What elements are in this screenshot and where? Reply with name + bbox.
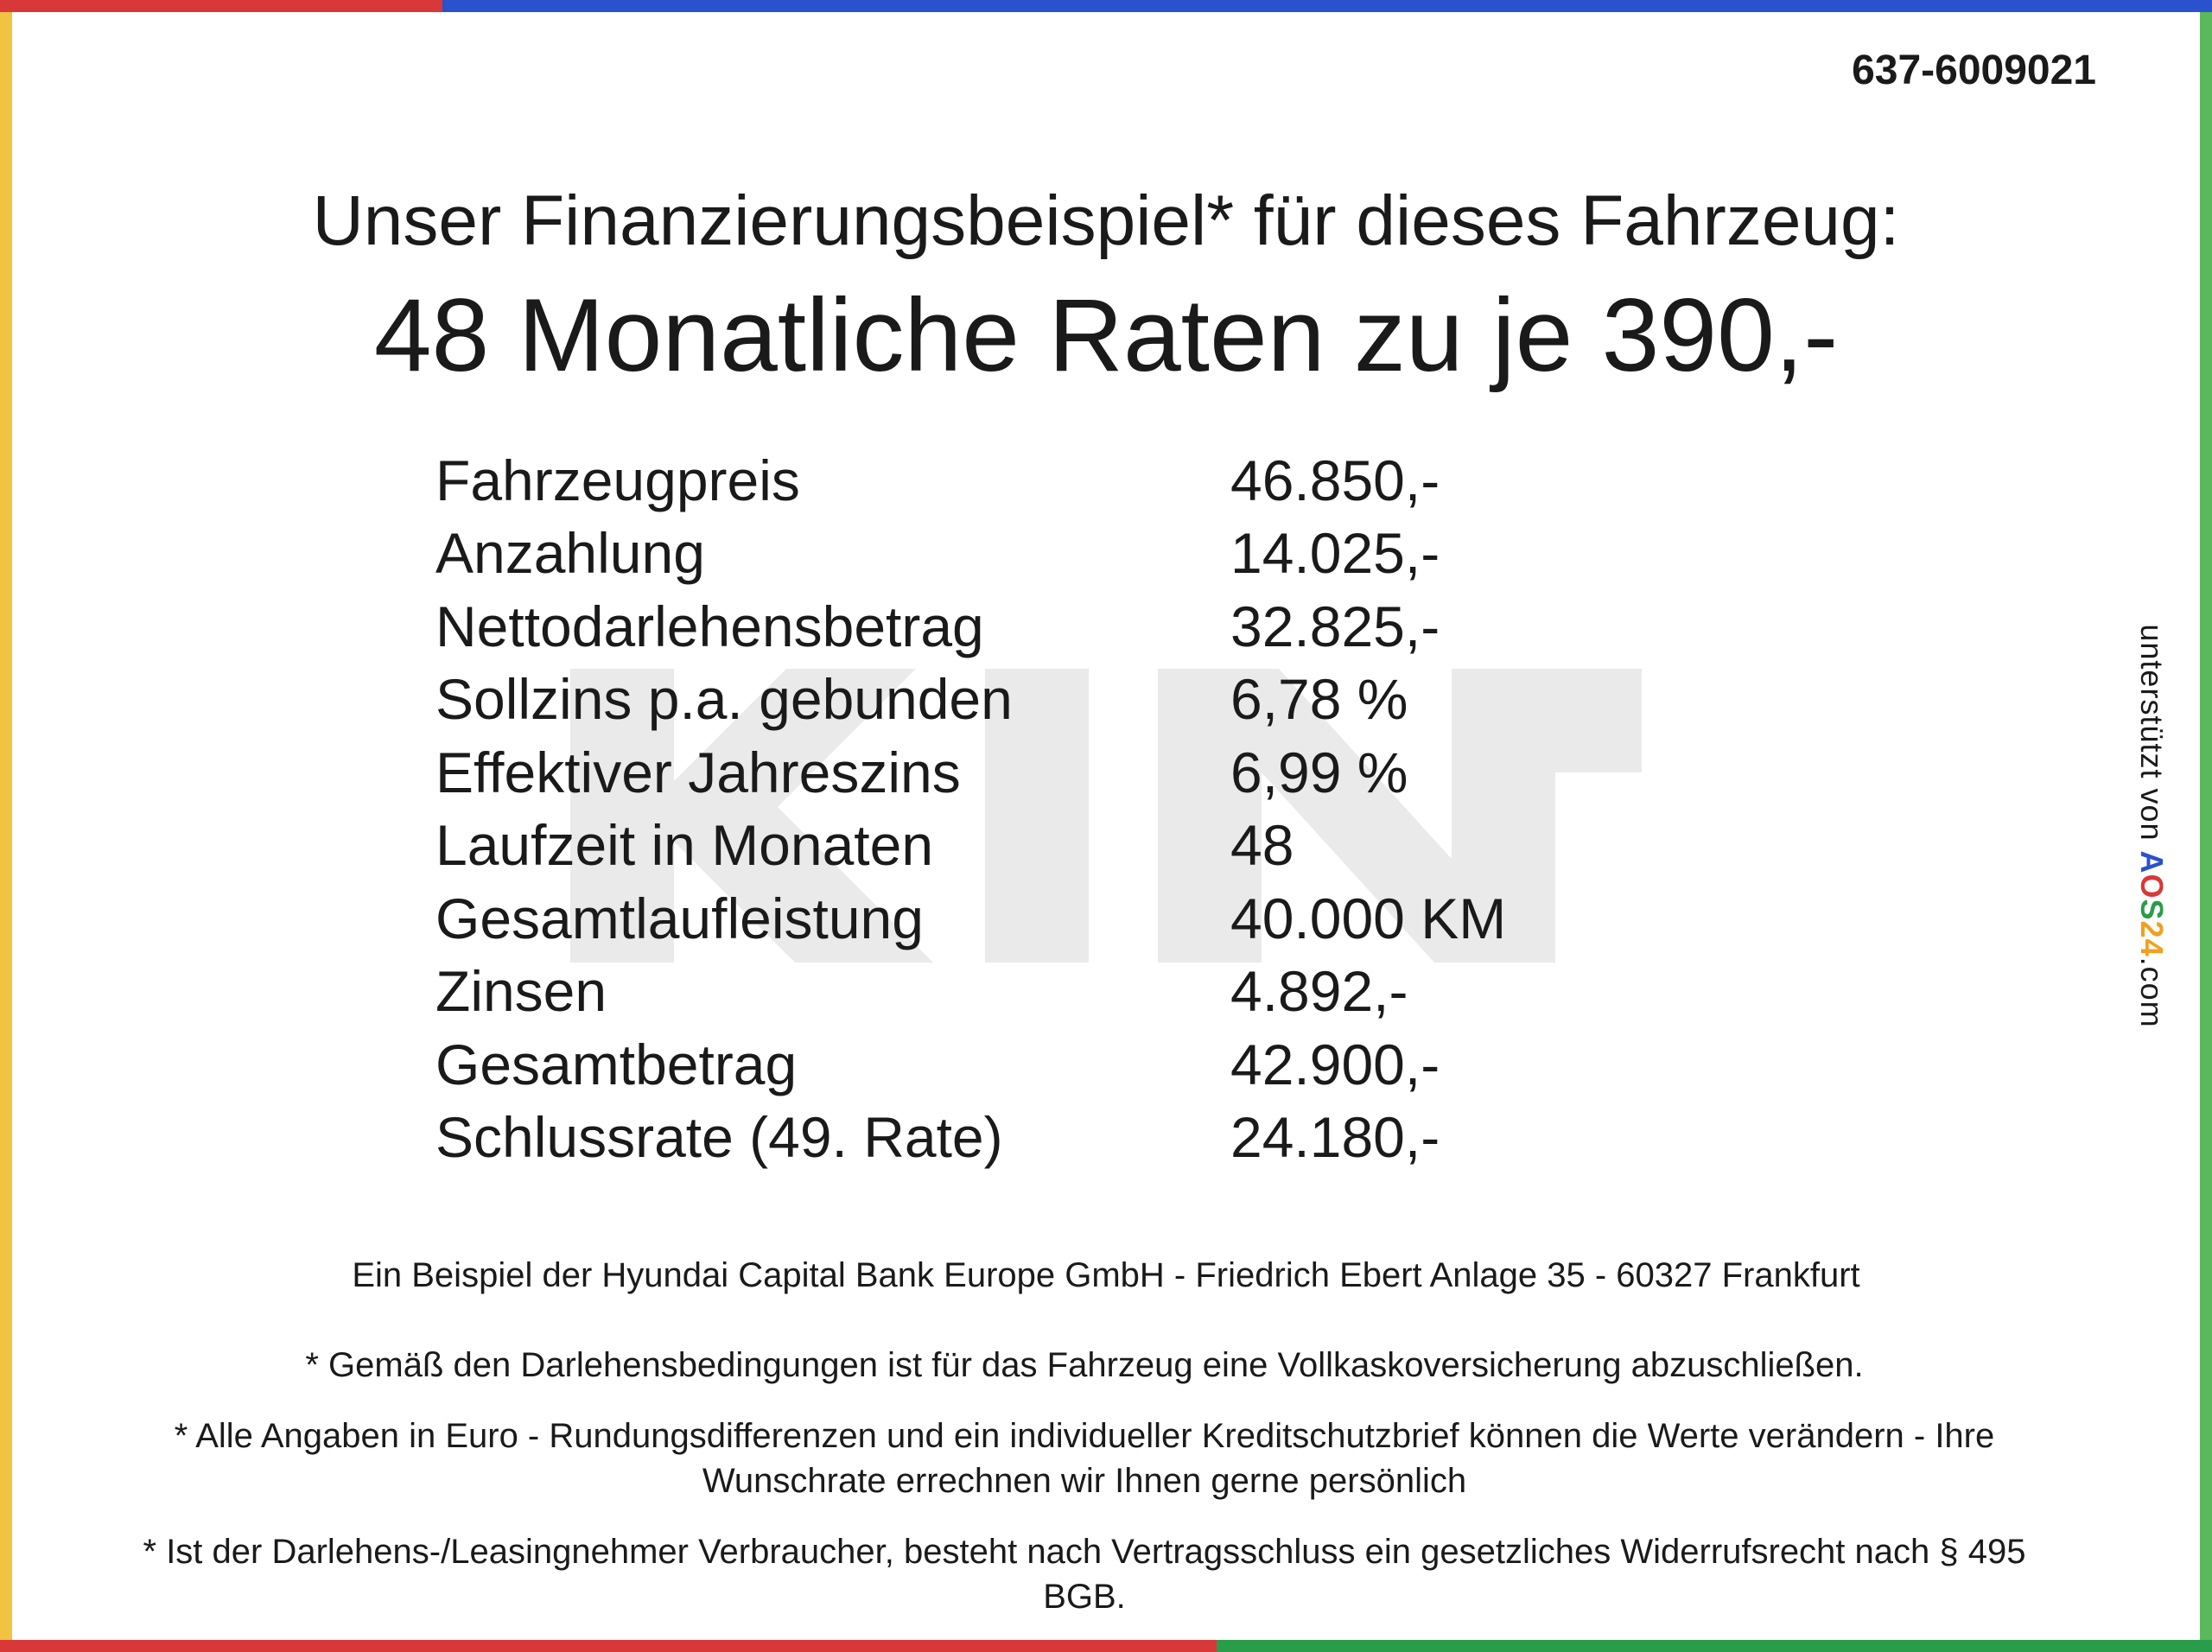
brand-letter-a: A: [2134, 851, 2170, 874]
row-label-effektiver-jahreszins: Effektiver Jahreszins: [435, 736, 1230, 809]
reference-number: 637-6009021: [1852, 47, 2096, 94]
table-row: Zinsen 4.892,-: [435, 955, 1904, 1027]
table-row: Sollzins p.a. gebunden 6,78 %: [435, 663, 1904, 735]
brand-suffix: .com: [2134, 957, 2170, 1028]
row-label-zinsen: Zinsen: [435, 955, 1230, 1027]
border-left: [0, 12, 12, 1640]
footnote-3: * Ist der Darlehens-/Leasingnehmer Verbr…: [99, 1529, 2070, 1619]
side-attribution: unterstützt von AOS24.com: [2133, 624, 2170, 1027]
row-label-gesamtlaufleistung: Gesamtlaufleistung: [435, 882, 1230, 955]
table-row: Nettodarlehensbetrag 32.825,-: [435, 590, 1904, 663]
row-label-fahrzeugpreis: Fahrzeugpreis: [435, 444, 1230, 517]
side-prefix: unterstützt von: [2134, 624, 2170, 850]
border-top-right-segment: [442, 0, 2212, 12]
border-top: [0, 0, 2212, 12]
row-value-gesamtbetrag: 42.900,-: [1230, 1028, 1904, 1101]
headline: 48 Monatliche Raten zu je 390,-: [12, 276, 2200, 395]
table-row: Laufzeit in Monaten 48: [435, 809, 1904, 881]
footnotes: * Gemäß den Darlehensbedingungen ist für…: [99, 1343, 2070, 1645]
row-value-sollzins: 6,78 %: [1230, 663, 1904, 735]
row-value-schlussrate: 24.180,-: [1230, 1101, 1904, 1173]
brand-letter-s: S: [2134, 899, 2170, 921]
financing-table: Fahrzeugpreis 46.850,- Anzahlung 14.025,…: [435, 444, 1904, 1174]
table-row: Fahrzeugpreis 46.850,-: [435, 444, 1904, 517]
row-label-nettodarlehensbetrag: Nettodarlehensbetrag: [435, 590, 1230, 663]
footnote-1: * Gemäß den Darlehensbedingungen ist für…: [99, 1343, 2070, 1388]
footnote-2: * Alle Angaben in Euro - Rundungsdiffere…: [99, 1414, 2070, 1503]
row-label-anzahlung: Anzahlung: [435, 517, 1230, 589]
row-label-laufzeit: Laufzeit in Monaten: [435, 809, 1230, 881]
brand-letter-o: O: [2134, 874, 2170, 899]
table-row: Gesamtbetrag 42.900,-: [435, 1028, 1904, 1101]
row-label-gesamtbetrag: Gesamtbetrag: [435, 1028, 1230, 1101]
row-value-nettodarlehensbetrag: 32.825,-: [1230, 590, 1904, 663]
title-line: Unser Finanzierungsbeispiel* für dieses …: [12, 181, 2200, 262]
border-right: [2200, 12, 2212, 1640]
row-value-zinsen: 4.892,-: [1230, 955, 1904, 1027]
row-value-anzahlung: 14.025,-: [1230, 517, 1904, 589]
provider-line: Ein Beispiel der Hyundai Capital Bank Eu…: [12, 1256, 2200, 1295]
border-top-left-segment: [0, 0, 442, 12]
row-label-schlussrate: Schlussrate (49. Rate): [435, 1101, 1230, 1173]
table-row: Gesamtlaufleistung 40.000 KM: [435, 882, 1904, 955]
table-row: Effektiver Jahreszins 6,99 %: [435, 736, 1904, 809]
row-value-laufzeit: 48: [1230, 809, 1904, 881]
brand-24: 24: [2134, 921, 2170, 957]
table-row: Schlussrate (49. Rate) 24.180,-: [435, 1101, 1904, 1173]
row-label-sollzins: Sollzins p.a. gebunden: [435, 663, 1230, 735]
content-area: 637-6009021 unterstützt von AOS24.com Un…: [12, 12, 2200, 1640]
row-value-gesamtlaufleistung: 40.000 KM: [1230, 882, 1904, 955]
row-value-effektiver-jahreszins: 6,99 %: [1230, 736, 1904, 809]
table-row: Anzahlung 14.025,-: [435, 517, 1904, 589]
row-value-fahrzeugpreis: 46.850,-: [1230, 444, 1904, 517]
